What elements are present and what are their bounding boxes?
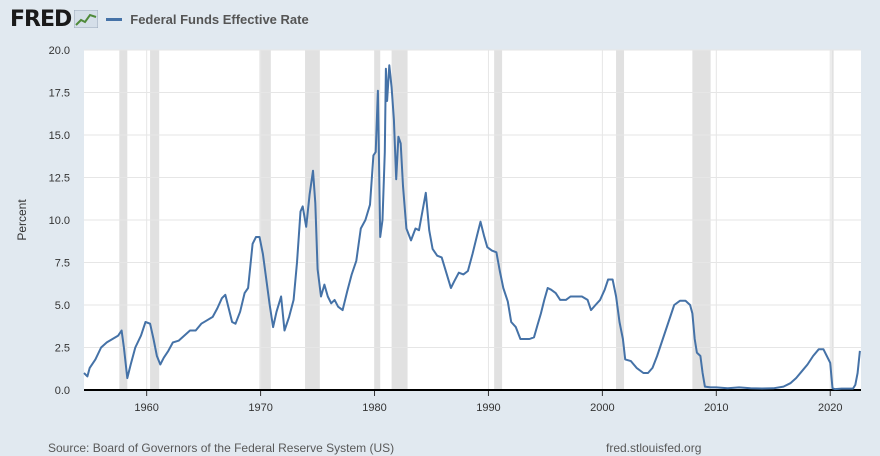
x-axis-ticks: 1960 1970 1980 1990 2000 2010 2020 [134,390,842,414]
y-tick-label: 17.5 [49,88,70,100]
header: FRED Federal Funds Effective Rate [10,4,309,34]
y-tick-label: 0.0 [55,385,70,397]
fred-logo[interactable]: FRED [10,6,72,32]
y-tick-label: 10.0 [49,215,70,227]
trend-line-icon [74,10,99,28]
x-tick-label: 2010 [704,402,728,414]
site-link[interactable]: fred.stlouisfed.org [606,441,702,455]
y-tick-label: 20.0 [49,45,70,57]
legend-label: Federal Funds Effective Rate [130,11,309,27]
source-note: Source: Board of Governors of the Federa… [48,441,395,455]
y-tick-label: 12.5 [49,173,70,185]
series-line-federal-funds-rate [83,64,861,391]
y-axis-ticks: 0.0 2.5 5.0 7.5 10.0 12.5 15.0 17.5 20.0 [49,45,70,397]
x-tick-label: 1970 [248,402,272,414]
x-tick-label: 1990 [476,402,500,414]
x-tick-label: 2000 [590,402,614,414]
legend: Federal Funds Effective Rate [106,11,309,27]
x-tick-label: 1960 [134,402,158,414]
x-tick-label: 1980 [362,402,386,414]
gridlines [84,49,861,390]
y-tick-label: 5.0 [55,300,70,312]
y-tick-label: 2.5 [55,343,70,355]
y-tick-label: 15.0 [49,130,70,142]
line-chart: 0.0 2.5 5.0 7.5 10.0 12.5 15.0 17.5 20.0 1960 197… [15,45,861,414]
y-tick-label: 7.5 [55,258,70,270]
y-axis-label: Percent [15,199,29,241]
legend-swatch [106,17,123,21]
x-tick-label: 2020 [818,402,842,414]
